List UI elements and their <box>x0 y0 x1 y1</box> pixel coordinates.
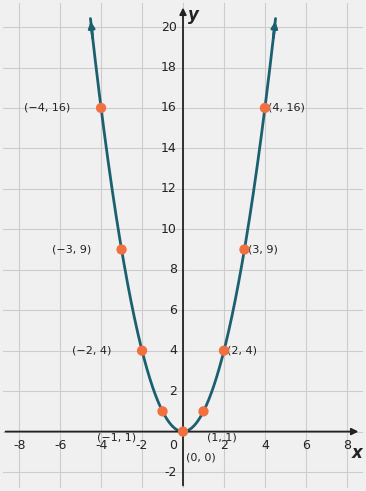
Text: (−2, 4): (−2, 4) <box>72 346 111 355</box>
Point <box>201 408 206 415</box>
Text: x: x <box>351 444 362 462</box>
Text: 6: 6 <box>169 304 177 317</box>
Text: -2: -2 <box>136 438 148 452</box>
Point <box>180 428 186 436</box>
Text: 14: 14 <box>161 142 177 155</box>
Text: 4: 4 <box>261 438 269 452</box>
Text: 18: 18 <box>161 61 177 74</box>
Text: (1, 1): (1, 1) <box>206 433 236 443</box>
Point <box>160 408 165 415</box>
Text: 0: 0 <box>169 438 177 452</box>
Point <box>119 246 124 253</box>
Text: (−3, 9): (−3, 9) <box>52 245 91 254</box>
Text: 10: 10 <box>161 223 177 236</box>
Text: 2: 2 <box>169 384 177 398</box>
Text: 2: 2 <box>220 438 228 452</box>
Text: -6: -6 <box>54 438 66 452</box>
Text: (−1, 1): (−1, 1) <box>97 433 136 443</box>
Point <box>221 347 227 355</box>
Text: 20: 20 <box>161 21 177 33</box>
Text: -8: -8 <box>13 438 25 452</box>
Text: -2: -2 <box>164 465 177 479</box>
Text: 8: 8 <box>169 263 177 276</box>
Text: (0, 0): (0, 0) <box>186 453 216 463</box>
Point <box>242 246 247 253</box>
Text: (3, 9): (3, 9) <box>247 245 277 254</box>
Point <box>262 104 268 112</box>
Text: (−4, 16): (−4, 16) <box>24 103 70 113</box>
Text: 4: 4 <box>169 344 177 357</box>
Text: (4, 16): (4, 16) <box>268 103 305 113</box>
Point <box>98 104 104 112</box>
Text: -4: -4 <box>95 438 107 452</box>
Text: 6: 6 <box>302 438 310 452</box>
Text: y: y <box>188 6 199 24</box>
Point <box>139 347 145 355</box>
Text: (2, 4): (2, 4) <box>227 346 257 355</box>
Text: 12: 12 <box>161 182 177 195</box>
Text: 16: 16 <box>161 102 177 114</box>
Text: 8: 8 <box>343 438 351 452</box>
